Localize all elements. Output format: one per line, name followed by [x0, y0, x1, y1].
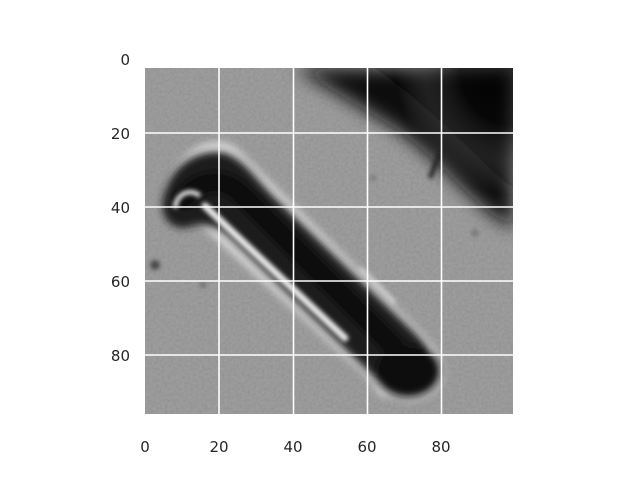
y-tick-label: 60	[110, 273, 130, 291]
dark-corner-gradient	[345, 68, 513, 248]
y-tick-label: 20	[110, 125, 130, 143]
x-tick-label: 60	[357, 438, 377, 456]
cell-micrograph	[145, 68, 513, 414]
y-tick-label: 0	[120, 51, 130, 69]
debris-particles	[150, 152, 479, 288]
image-axes	[145, 68, 513, 414]
y-tick-label: 40	[110, 199, 130, 217]
x-tick-label: 40	[283, 438, 303, 456]
y-tick-label: 80	[110, 347, 130, 365]
x-tick-label: 80	[431, 438, 451, 456]
grid-lines	[145, 68, 513, 414]
x-tick-label: 20	[209, 438, 229, 456]
x-tick-label: 0	[140, 438, 150, 456]
